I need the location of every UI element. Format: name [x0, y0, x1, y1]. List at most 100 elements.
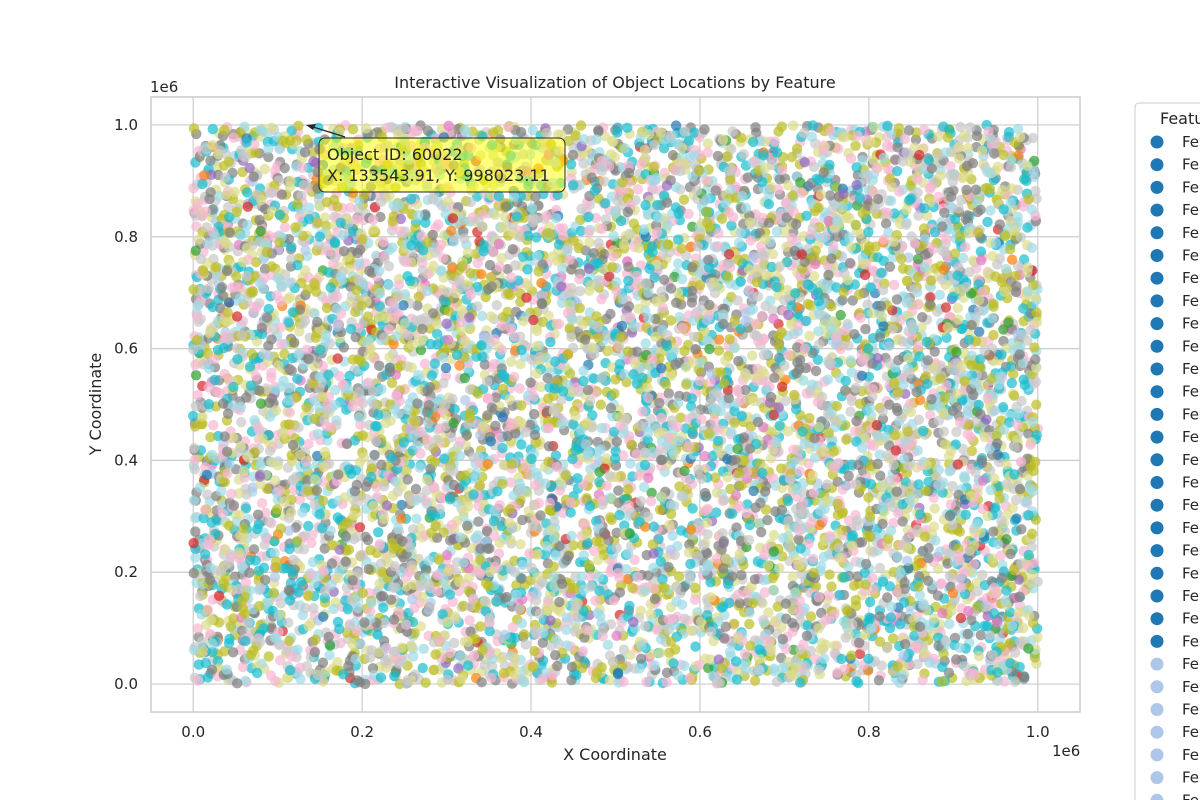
scatter-point — [709, 414, 720, 426]
scatter-point — [985, 205, 996, 216]
scatter-point — [418, 643, 429, 654]
scatter-point — [1009, 676, 1021, 687]
scatter-point — [674, 571, 685, 582]
scatter-point — [241, 187, 253, 198]
scatter-point — [851, 676, 862, 687]
scatter-point — [261, 312, 273, 323]
scatter-point — [733, 355, 744, 367]
scatter-point — [925, 410, 936, 421]
scatter-point — [886, 195, 897, 206]
scatter-point — [293, 120, 304, 131]
scatter-point — [611, 436, 623, 447]
scatter-point — [654, 504, 666, 515]
scatter-point — [507, 622, 518, 633]
scatter-point — [966, 445, 978, 457]
scatter-point — [702, 138, 714, 149]
scatter-point — [614, 359, 625, 370]
scatter-point — [440, 362, 452, 374]
scatter-point — [527, 125, 539, 136]
scatter-point — [676, 243, 687, 254]
scatter-point — [953, 203, 964, 214]
scatter-point — [863, 492, 874, 503]
scatter-point — [738, 149, 749, 160]
scatter-point — [802, 298, 814, 310]
scatter-point — [878, 320, 889, 332]
scatter-point — [465, 196, 477, 208]
scatter-point — [813, 339, 825, 350]
scatter-point — [398, 300, 409, 311]
scatter-point — [783, 180, 794, 191]
scatter-point — [610, 374, 621, 385]
scatter-point — [874, 562, 885, 574]
scatter-point — [899, 133, 910, 145]
scatter-point — [742, 499, 753, 510]
scatter-point — [599, 176, 610, 187]
scatter-point — [518, 629, 530, 640]
scatter-point — [673, 258, 684, 269]
scatter-point — [744, 618, 755, 630]
scatter-point — [205, 432, 216, 443]
scatter-point — [224, 633, 235, 645]
scatter-point — [189, 443, 200, 454]
scatter-point — [625, 649, 636, 660]
scatter-point — [679, 345, 690, 357]
scatter-point — [293, 422, 304, 433]
scatter-point — [887, 633, 899, 644]
scatter-point — [528, 408, 540, 420]
scatter-point — [661, 676, 672, 688]
scatter-point — [788, 120, 799, 131]
scatter-point — [780, 395, 791, 407]
scatter-point — [459, 124, 470, 136]
scatter-point — [736, 569, 747, 581]
scatter-points — [188, 119, 1044, 690]
scatter-point — [514, 383, 525, 394]
scatter-point — [903, 352, 914, 364]
scatter-point — [505, 356, 517, 367]
scatter-point — [578, 158, 589, 169]
scatter-point — [810, 365, 822, 377]
scatter-point — [643, 472, 654, 484]
scatter-point — [347, 124, 359, 135]
scatter-point — [317, 360, 328, 372]
scatter-point — [818, 653, 830, 664]
scatter-point — [867, 308, 878, 319]
scatter-point — [241, 392, 252, 403]
scatter-point — [497, 383, 509, 395]
scatter-point — [625, 458, 636, 469]
scatter-point — [503, 121, 514, 133]
scatter-point — [678, 194, 690, 205]
scatter-point — [862, 299, 873, 310]
scatter-point — [947, 480, 958, 492]
scatter-point — [577, 319, 588, 330]
scatter-point — [462, 520, 473, 531]
scatter-point — [297, 507, 308, 518]
scatter-point — [368, 224, 379, 235]
scatter-point — [664, 647, 675, 658]
scatter-point — [449, 404, 460, 415]
scatter-point — [720, 355, 731, 366]
scatter-point — [448, 418, 459, 429]
scatter-point — [190, 359, 201, 370]
scatter-point — [396, 499, 407, 511]
scatter-point — [787, 571, 798, 582]
scatter-point — [645, 608, 656, 620]
scatter-point — [950, 214, 961, 225]
scatter-point — [679, 660, 690, 671]
scatter-point — [977, 475, 989, 486]
scatter-point — [470, 533, 481, 544]
scatter-point — [661, 667, 673, 678]
scatter-point — [845, 355, 856, 366]
scatter-point — [667, 150, 679, 161]
scatter-point — [1031, 307, 1042, 318]
scatter-point — [372, 629, 383, 640]
scatter-point — [1010, 494, 1022, 506]
scatter-point — [689, 594, 701, 605]
scatter-point — [515, 539, 526, 550]
scatter-point — [688, 315, 699, 326]
scatter-point — [854, 648, 866, 660]
scatter-point — [540, 478, 551, 489]
scatter-point — [929, 503, 940, 514]
scatter-point — [937, 661, 948, 673]
scatter-point — [655, 647, 666, 659]
scatter-point — [236, 417, 247, 428]
